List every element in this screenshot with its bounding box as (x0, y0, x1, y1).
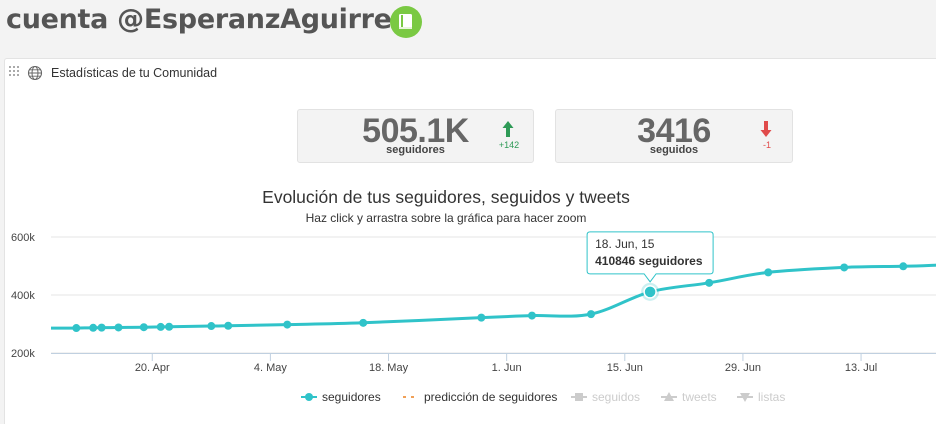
panel-title: Estadísticas de tu Comunidad (51, 66, 218, 80)
legend-circle-icon (305, 393, 313, 401)
data-point[interactable] (705, 278, 714, 287)
following-label: seguidos (649, 144, 699, 156)
data-point[interactable] (840, 263, 849, 272)
legend-label: predicción de seguidores (424, 390, 557, 404)
followers-stat-card: 505.1K seguidores +142 (297, 109, 534, 163)
data-point[interactable] (139, 323, 148, 332)
drag-handle-icon[interactable] (9, 66, 21, 78)
data-point[interactable] (899, 262, 908, 271)
arrow-up-icon (502, 121, 514, 137)
data-point[interactable] (359, 318, 368, 327)
y-tick-label: 400k (11, 290, 35, 302)
following-delta: -1 (762, 140, 771, 150)
tooltip-date: 18. Jun, 15 (595, 237, 655, 251)
legend-triangle-down-icon (740, 393, 750, 402)
book-badge-button[interactable] (390, 6, 422, 38)
y-axis: 200k 400k 600k (11, 232, 35, 360)
x-tick-label: 29. Jun (725, 362, 761, 374)
data-point[interactable] (156, 322, 165, 331)
chart-legend: seguidores predicción de seguidores seguid… (301, 390, 785, 404)
chart-subtitle: Haz click y arrastra sobre la gráfica pa… (306, 211, 587, 225)
legend-square-icon (575, 393, 583, 401)
x-tick-label: 15. Jun (607, 362, 643, 374)
x-tick-label: 20. Apr (135, 362, 170, 374)
arrow-down-icon (760, 121, 772, 137)
x-axis: 20. Apr 4. May 18. May 1. Jun 15. Jun 29. Jun… (135, 353, 877, 374)
legend-item-predicción-de-seguidores[interactable]: predicción de seguidores (403, 390, 557, 404)
chart-grid (51, 236, 936, 354)
legend-item-seguidos[interactable]: seguidos (571, 390, 640, 404)
x-tick-label: 4. May (254, 362, 288, 374)
followers-count: 505.1K (362, 112, 469, 150)
tooltip-value: 410846 seguidores (595, 254, 703, 268)
data-point[interactable] (224, 321, 233, 330)
data-point[interactable] (527, 311, 536, 320)
x-tick-label: 18. May (369, 362, 409, 374)
account-title: cuenta @EsperanzAguirre (6, 4, 392, 35)
data-point[interactable] (283, 320, 292, 329)
legend-triangle-icon (664, 392, 674, 401)
legend-item-tweets[interactable]: tweets (661, 390, 717, 404)
page-header: cuenta @EsperanzAguirre (0, 0, 936, 46)
data-point[interactable] (89, 323, 98, 332)
series-seguidores[interactable] (51, 262, 936, 333)
followers-delta: +142 (498, 140, 520, 150)
y-tick-label: 600k (11, 232, 35, 244)
data-point[interactable] (114, 323, 123, 332)
data-point[interactable] (97, 323, 106, 332)
data-point[interactable] (764, 268, 773, 277)
tooltip-value-unit: seguidores (638, 254, 702, 268)
following-stat-card: 3416 seguidos -1 (555, 109, 793, 163)
legend-item-seguidores[interactable]: seguidores (301, 390, 381, 404)
data-point[interactable] (207, 322, 216, 331)
data-point[interactable] (72, 324, 81, 333)
data-point[interactable] (477, 313, 486, 322)
legend-label: listas (758, 390, 785, 404)
y-tick-label: 200k (11, 348, 35, 360)
followers-chart[interactable]: Evolución de tus seguidores, seguidos y … (5, 59, 936, 424)
legend-item-listas[interactable]: listas (737, 390, 785, 404)
tooltip-value-number: 410846 (595, 254, 635, 268)
x-tick-label: 13. Jul (845, 362, 877, 374)
chart-title: Evolución de tus seguidores, seguidos y … (262, 187, 630, 207)
legend-label: seguidos (592, 390, 640, 404)
community-stats-panel: Estadísticas de tu Comunidad 505.1K segu… (4, 58, 936, 424)
panel-header: Estadísticas de tu Comunidad (5, 59, 936, 89)
book-icon (399, 14, 412, 29)
legend-label: seguidores (322, 390, 381, 404)
legend-label: tweets (682, 390, 717, 404)
chart-tooltip: 18. Jun, 15 410846 seguidores (586, 231, 714, 283)
x-tick-label: 1. Jun (492, 362, 522, 374)
followers-label: seguidores (386, 144, 445, 156)
data-point[interactable] (165, 322, 174, 331)
series-line (51, 263, 936, 330)
data-point-hovered[interactable] (643, 285, 657, 299)
data-point[interactable] (587, 310, 596, 319)
following-count: 3416 (637, 112, 711, 150)
globe-icon (27, 65, 43, 81)
